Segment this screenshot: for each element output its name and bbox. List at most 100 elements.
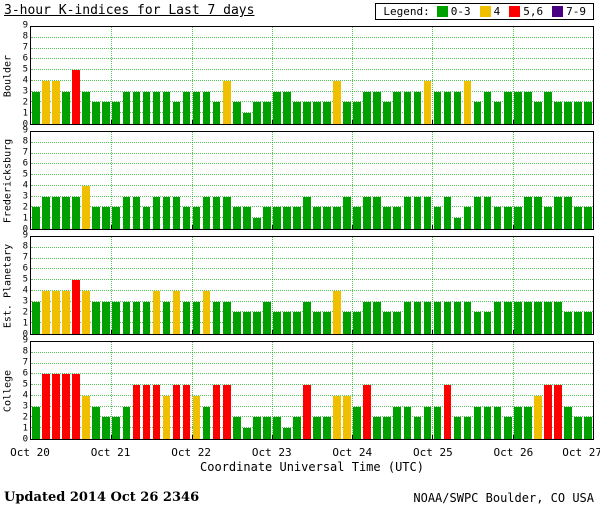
k-index-bar — [353, 207, 361, 229]
h-gridline — [31, 351, 593, 353]
x-axis-row: Oct 20 Oct 21 Oct 22 Oct 23 Oct 24 Oct 25 Oct … — [0, 446, 600, 460]
x-tick-label: Oct 23 — [251, 446, 292, 459]
h-gridline — [31, 195, 593, 197]
k-index-bar — [122, 196, 131, 229]
k-index-bar — [313, 312, 321, 334]
k-index-bar — [182, 385, 191, 439]
k-index-bar — [493, 207, 502, 229]
k-index-bar — [483, 406, 492, 439]
k-index-bar — [82, 290, 90, 334]
k-index-bar — [333, 207, 341, 229]
k-index-bar — [533, 102, 542, 124]
y-tick-label: 7 — [22, 147, 28, 158]
h-gridline — [31, 405, 593, 407]
k-index-bar — [373, 196, 382, 229]
y-tick-label: 2 — [22, 412, 28, 423]
v-gridline — [432, 237, 434, 334]
k-index-bar — [132, 301, 141, 334]
k-index-bar — [42, 80, 50, 124]
k-index-bar — [112, 417, 121, 439]
k-index-bar — [423, 196, 432, 229]
y-tick-label: 0 — [22, 119, 28, 130]
k-index-bar — [533, 301, 542, 334]
k-index-bar — [293, 312, 301, 334]
k-index-bar — [303, 196, 311, 229]
k-index-bar — [72, 196, 80, 229]
k-index-bar — [343, 312, 351, 334]
k-index-bar — [252, 102, 261, 124]
k-index-bar — [363, 91, 371, 124]
h-gridline — [31, 206, 593, 208]
k-index-bar — [544, 301, 552, 334]
y-tick-label: 5 — [22, 64, 28, 75]
k-index-bar — [363, 301, 371, 334]
day-tick — [271, 435, 273, 439]
station-cell: Boulder — [0, 26, 16, 125]
k-index-bar — [202, 406, 211, 439]
k-index-bar — [273, 91, 281, 124]
k-index-bar — [523, 301, 532, 334]
k-index-bar — [263, 301, 271, 334]
k-index-bar — [564, 102, 572, 124]
k-index-bar — [263, 417, 271, 439]
v-gridline — [111, 132, 113, 229]
legend-item-label: 5,6 — [523, 5, 544, 18]
k-index-bar — [122, 91, 131, 124]
k-index-bar — [453, 301, 462, 334]
k-index-bar — [503, 207, 512, 229]
k-index-bar — [172, 290, 181, 334]
v-gridline — [191, 342, 193, 439]
k-index-bar — [473, 196, 482, 229]
station-cell: College — [0, 341, 16, 440]
k-index-bar — [293, 417, 301, 439]
k-index-bar — [503, 301, 512, 334]
k-index-bar — [273, 207, 281, 229]
k-index-bar — [393, 91, 402, 124]
k-index-bar — [132, 196, 141, 229]
k-index-bar — [574, 312, 582, 334]
k-index-bar — [152, 196, 161, 229]
y-tick-label: 3 — [22, 191, 28, 202]
legend-box: Legend: 0-3 4 5,6 7-9 — [375, 3, 594, 20]
h-gridline — [31, 184, 593, 186]
h-gridline — [31, 79, 593, 81]
y-tick-label: 9 — [22, 230, 28, 241]
k-index-bar — [413, 91, 422, 124]
k-index-bar — [242, 428, 251, 439]
k-index-bar — [162, 395, 171, 439]
v-gridline — [512, 342, 514, 439]
k-index-bar — [102, 417, 111, 439]
k-index-bar — [513, 406, 522, 439]
k-index-bar — [172, 102, 181, 124]
h-gridline — [31, 217, 593, 219]
legend-item: 4 — [479, 5, 500, 18]
k-index-bar — [202, 290, 211, 334]
k-index-bar — [584, 417, 592, 439]
k-index-bar — [42, 290, 50, 334]
v-gridline — [432, 132, 434, 229]
k-index-bar — [333, 395, 341, 439]
k-index-bar — [323, 102, 331, 124]
v-gridline — [271, 27, 273, 124]
k-index-bar — [72, 374, 80, 439]
k-index-bar — [383, 417, 392, 439]
k-index-bar — [62, 196, 70, 229]
y-tick-label: 9 — [22, 125, 28, 136]
k-index-bar — [283, 207, 291, 229]
k-index-bar — [564, 312, 572, 334]
k-index-bar — [584, 207, 592, 229]
y-tick-label: 7 — [22, 357, 28, 368]
k-index-bar — [463, 80, 472, 124]
legend-item: 5,6 — [509, 5, 543, 18]
k-index-bar — [313, 207, 321, 229]
y-tick-label: 2 — [22, 97, 28, 108]
y-tick-label: 1 — [22, 318, 28, 329]
k-index-bar — [503, 417, 512, 439]
k-index-bar — [584, 312, 592, 334]
k-index-bar — [212, 385, 221, 439]
y-tick-label: 6 — [22, 158, 28, 169]
day-tick — [271, 120, 273, 124]
chart-header: 3-hour K-indices for Last 7 days Legend:… — [0, 0, 600, 26]
k-index-bar — [554, 385, 562, 439]
